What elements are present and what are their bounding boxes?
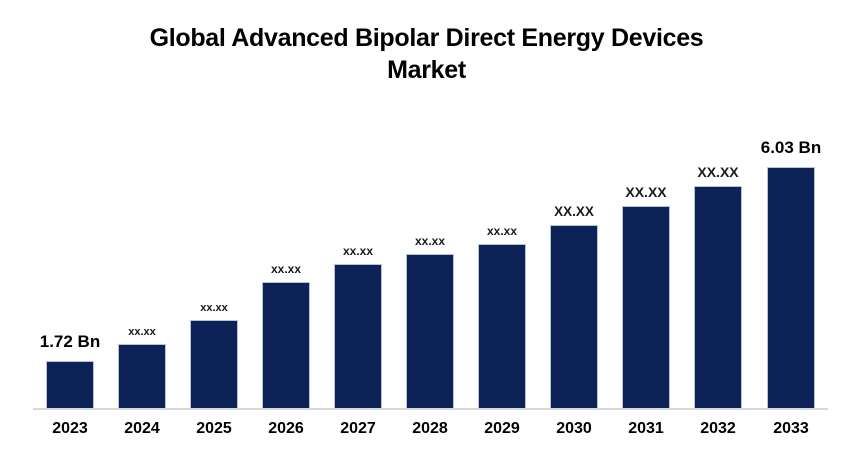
x-tick-label-2025: 2025 (196, 420, 232, 437)
bar-2025 (190, 320, 238, 409)
bar-value-label-2023: 1.72 Bn (39, 332, 101, 351)
bar-2028 (406, 254, 454, 409)
bar-2026 (262, 282, 310, 409)
bar-2033 (767, 167, 815, 409)
bar-2027 (334, 264, 382, 409)
bar-value-label-2029: xx.xx (486, 224, 518, 238)
bar-value-label-2024: xx.xx (128, 326, 156, 338)
bar-2032 (694, 186, 742, 409)
chart-title: Global Advanced Bipolar Direct Energy De… (0, 22, 853, 86)
bar-2030 (550, 225, 598, 409)
bar-2029 (478, 244, 526, 409)
chart-title-line1: Global Advanced Bipolar Direct Energy De… (149, 24, 704, 52)
bar-2031 (622, 206, 670, 409)
chart-title-line2: Market (387, 56, 466, 84)
x-tick-label-2032: 2032 (700, 420, 736, 437)
x-tick-label-2026: 2026 (268, 420, 304, 437)
x-axis-line (33, 408, 828, 410)
x-tick-label-2033: 2033 (773, 420, 809, 437)
bar-2023 (46, 361, 94, 409)
x-tick-label-2024: 2024 (124, 420, 160, 437)
bar-value-label-2031: XX.XX (625, 184, 667, 200)
x-tick-label-2031: 2031 (628, 420, 664, 437)
bar-value-label-2028: xx.xx (414, 234, 446, 248)
bar-value-label-2033: 6.03 Bn (760, 138, 822, 157)
x-tick-label-2029: 2029 (484, 420, 520, 437)
x-tick-label-2023: 2023 (52, 420, 88, 437)
bar-value-label-2027: xx.xx (342, 244, 374, 258)
x-tick-label-2030: 2030 (556, 420, 592, 437)
bar-value-label-2032: XX.XX (697, 164, 739, 180)
bar-value-label-2026: xx.xx (270, 262, 302, 276)
x-tick-label-2028: 2028 (412, 420, 448, 437)
x-tick-label-2027: 2027 (340, 420, 376, 437)
bar-2024 (118, 344, 166, 409)
bar-value-label-2025: xx.xx (200, 302, 228, 314)
bar-value-label-2030: XX.XX (554, 204, 594, 219)
